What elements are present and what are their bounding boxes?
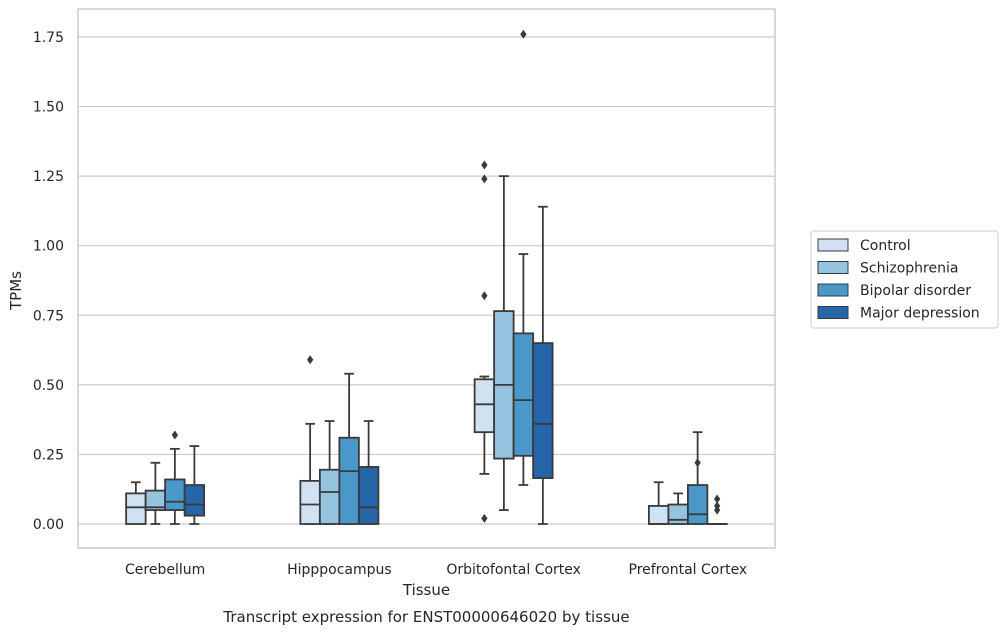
box-group <box>299 355 321 525</box>
outlier-point <box>694 458 701 468</box>
y-axis-label: TPMs <box>7 271 25 311</box>
box-group <box>357 420 380 525</box>
box <box>183 484 206 517</box>
outlier-point <box>481 513 488 523</box>
box-group <box>144 461 167 525</box>
outlier-point <box>481 160 488 170</box>
legend-swatch <box>817 306 849 319</box>
y-tick-label: 0.50 <box>33 378 64 394</box>
y-tick-label: 1.00 <box>33 239 64 255</box>
outlier-point <box>713 501 721 511</box>
legend-frame <box>810 230 999 329</box>
box-group <box>686 431 709 525</box>
chart-caption: Transcript expression for ENST0000064602… <box>222 608 629 626</box>
box <box>125 492 147 525</box>
y-tick-label: 1.25 <box>33 169 64 185</box>
legend-label: Control <box>860 238 911 254</box>
y-tick-label: 1.50 <box>33 100 64 116</box>
legend-label: Bipolar disorder <box>860 283 971 299</box>
box <box>164 478 186 511</box>
box-group <box>493 175 515 511</box>
box <box>667 503 689 525</box>
box-group <box>318 420 341 525</box>
box-group <box>183 445 206 525</box>
box-group <box>473 160 496 523</box>
box <box>686 484 709 525</box>
legend-swatch <box>817 283 849 297</box>
box <box>473 378 496 434</box>
box-group <box>647 481 670 525</box>
x-tick-label: Hipppocampus <box>287 562 392 578</box>
box-group <box>706 494 728 525</box>
outlier-point <box>713 494 721 504</box>
x-tick-labels: Cerebellum Hipppocampus Orbitofontal Corte… <box>125 562 747 578</box>
legend-label: Schizophrenia <box>860 261 958 277</box>
box-group <box>512 29 535 486</box>
box <box>512 332 535 457</box>
box <box>647 505 670 525</box>
legend-swatch <box>817 238 849 252</box>
outlier-point <box>481 174 488 184</box>
legend-swatch <box>817 261 849 274</box>
x-tick-label: Prefrontal Cortex <box>629 562 748 578</box>
box <box>357 466 380 525</box>
plot-boxes <box>125 29 728 525</box>
y-tick-label: 0.00 <box>33 517 64 533</box>
box-group <box>338 372 360 525</box>
box-group <box>125 481 147 525</box>
box-group <box>532 205 554 525</box>
box <box>299 479 321 525</box>
outlier-point <box>481 291 488 301</box>
x-axis-label: Tissue <box>402 581 450 599</box>
outlier-point <box>520 29 527 39</box>
box-group <box>667 492 689 525</box>
y-tick-label: 1.75 <box>33 30 64 46</box>
y-tick-labels: 0.00 0.25 0.50 0.75 1.00 1.25 1.50 1.75 <box>33 30 64 533</box>
legend: Control Schizophrenia Bipolar disorder Majo… <box>810 230 999 329</box>
outlier-point <box>306 355 314 365</box>
y-tick-label: 0.75 <box>33 308 64 324</box>
x-tick-label: Cerebellum <box>125 562 205 578</box>
box <box>318 468 341 525</box>
box <box>338 436 360 525</box>
plot-area-frame <box>77 8 776 549</box>
box-group <box>164 430 186 525</box>
gridlines <box>78 36 775 525</box>
x-tick-label: Orbitofontal Cortex <box>446 562 581 578</box>
legend-label: Major depression <box>860 306 980 322</box>
y-tick-label: 0.25 <box>33 447 64 463</box>
box <box>532 342 554 479</box>
outlier-point <box>171 430 179 440</box>
